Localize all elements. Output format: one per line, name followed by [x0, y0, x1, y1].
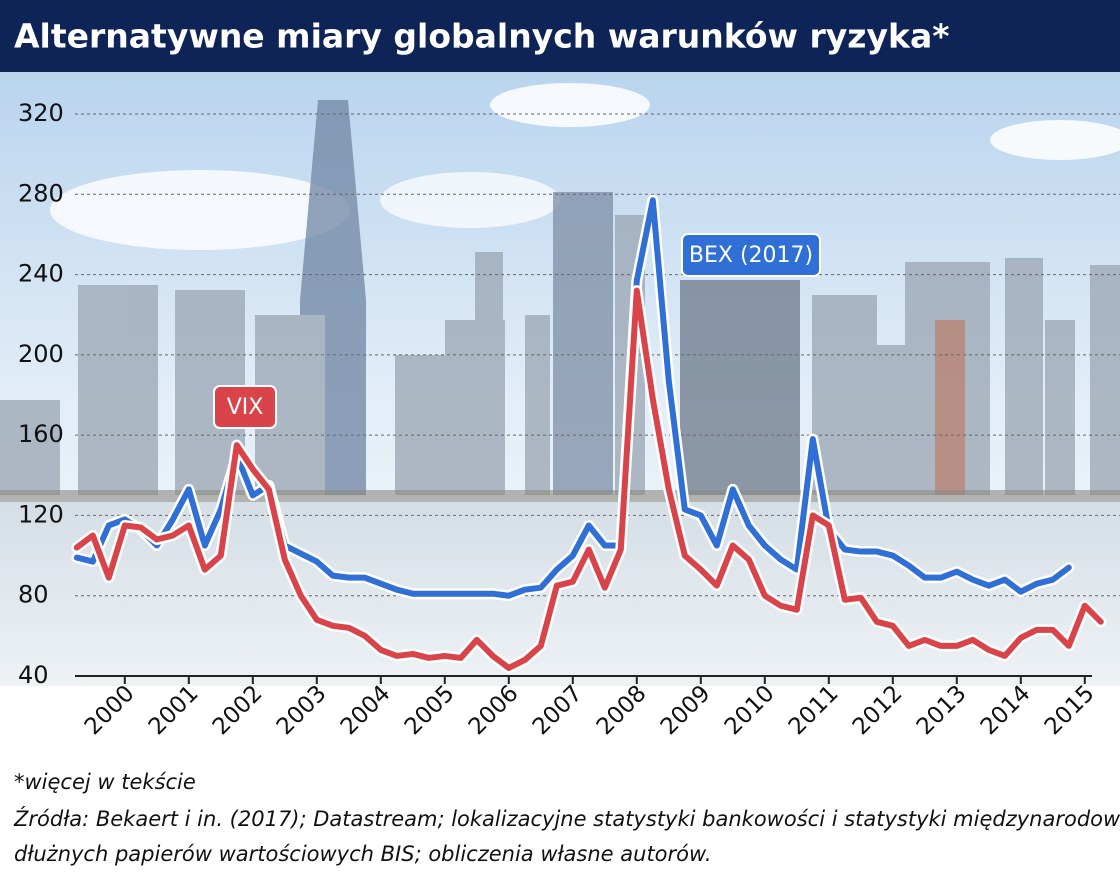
- x-tick-label: 2001: [144, 680, 204, 740]
- x-tick-label: 2009: [656, 680, 716, 740]
- x-tick-label: 2004: [336, 680, 396, 740]
- x-tick-label: 2006: [464, 680, 524, 740]
- series-label-box: [681, 233, 821, 277]
- x-tick-label: 2000: [80, 680, 140, 740]
- x-tick-label: 2008: [592, 680, 652, 740]
- x-tick-label: 2014: [976, 680, 1036, 740]
- y-tick-label: 40: [18, 661, 49, 689]
- y-tick-label: 320: [18, 99, 64, 127]
- series-line: [73, 197, 1072, 599]
- x-tick-label: 2012: [848, 680, 908, 740]
- x-tick-label: 2007: [528, 680, 588, 740]
- y-tick-label: 80: [18, 581, 49, 609]
- x-tick-label: 2013: [912, 680, 972, 740]
- source-note: Źródła: Bekaert i in. (2017); Datastream…: [13, 806, 1120, 831]
- background-photo: [0, 0, 1120, 686]
- series-label-box: [213, 385, 277, 429]
- series-label: BEX (2017): [689, 243, 813, 268]
- x-tick-label: 2011: [784, 680, 844, 740]
- series-label: VIX: [227, 395, 264, 420]
- x-tick-label: 2015: [1040, 680, 1100, 740]
- footnote: *więcej w tekście: [14, 770, 196, 794]
- y-tick-label: 120: [18, 500, 64, 528]
- source-note: dłużnych papierów wartościowych BIS; obl…: [14, 842, 712, 866]
- x-tick-label: 2002: [208, 680, 268, 740]
- y-tick-label: 240: [18, 260, 64, 288]
- y-tick-label: 160: [18, 420, 64, 448]
- x-tick-label: 2005: [400, 680, 460, 740]
- x-tick-label: 2010: [720, 680, 780, 740]
- x-tick-label: 2003: [272, 680, 332, 740]
- series-line: [73, 287, 1104, 671]
- chart-title: Alternatywne miary globalnych warunków r…: [14, 17, 949, 56]
- y-tick-label: 200: [18, 340, 64, 368]
- y-tick-label: 280: [18, 179, 64, 207]
